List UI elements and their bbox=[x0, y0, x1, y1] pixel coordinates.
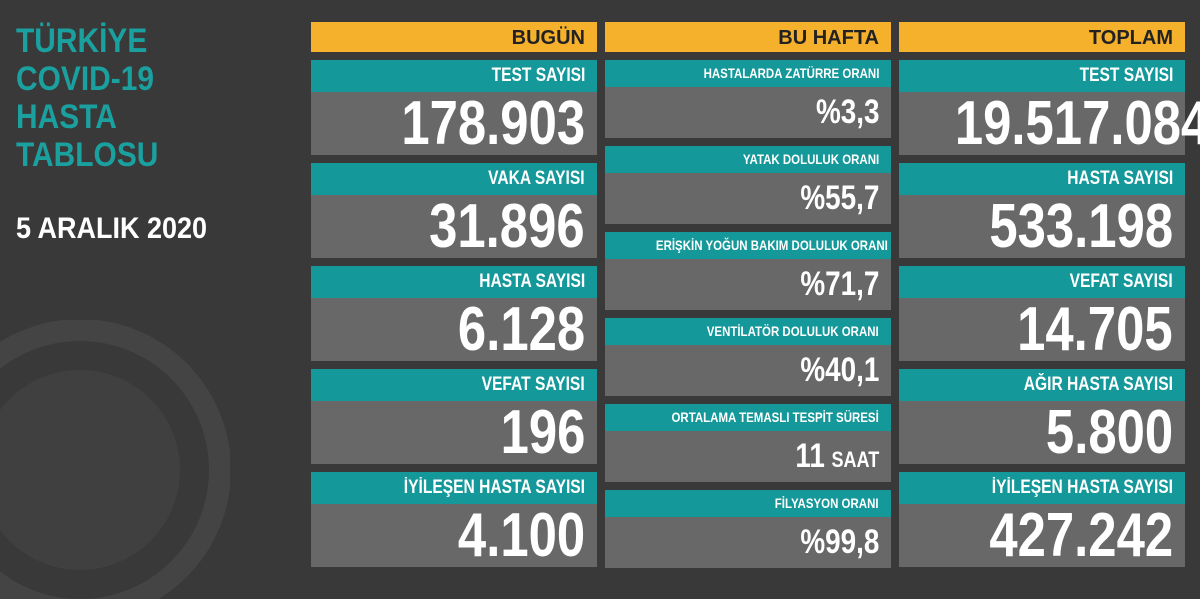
title-line: TÜRKİYE bbox=[16, 22, 148, 60]
stat-value-wrap: 19.517.084 bbox=[955, 92, 1200, 155]
stat-value-wrap: %71,7 bbox=[800, 259, 879, 310]
stat-value: 4.100 bbox=[457, 501, 585, 570]
stat-label-text: VAKA SAYISI bbox=[488, 168, 585, 189]
column-header: TOPLAM bbox=[899, 22, 1185, 52]
stat-label-text: ERİŞKİN YOĞUN BAKIM DOLULUK ORANI bbox=[655, 237, 888, 253]
stat-value: %40,1 bbox=[799, 351, 879, 389]
stat-value: 6.128 bbox=[457, 295, 585, 364]
stat-label-text: İYİLEŞEN HASTA SAYISI bbox=[403, 477, 585, 498]
stat-value-wrap: 4.100 bbox=[458, 504, 585, 567]
stat-value-box: %40,1 bbox=[605, 345, 891, 396]
stat-label-text: HASTA SAYISI bbox=[479, 271, 585, 292]
stat-label-text: ORTALAMA TEMASLI TESPİT SÜRESİ bbox=[671, 409, 879, 425]
title: TÜRKİYE COVID-19 HASTA TABLOSU bbox=[16, 22, 178, 174]
stat-value: %99,8 bbox=[799, 523, 879, 561]
stat-value-box: %55,7 bbox=[605, 173, 891, 224]
stat-label-text: TEST SAYISI bbox=[491, 65, 585, 86]
stat-label-text: VENTİLATÖR DOLULUK ORANI bbox=[707, 323, 879, 339]
stat-value-box: 533.198 bbox=[899, 195, 1185, 258]
stat-value-wrap: 31.896 bbox=[429, 195, 585, 258]
stat-label: HASTA SAYISI bbox=[899, 163, 1185, 195]
stat-label-text: HASTALARDA ZATÜRRE ORANI bbox=[703, 65, 879, 81]
stat-value-box: 19.517.084 bbox=[899, 92, 1200, 155]
column-header: BU HAFTA bbox=[605, 22, 891, 52]
stat-value-box: 31.896 bbox=[311, 195, 597, 258]
stat-label: VAKA SAYISI bbox=[311, 163, 597, 195]
stat-value-box: 11 SAAT bbox=[605, 431, 891, 482]
stat-value-box: 178.903 bbox=[311, 92, 597, 155]
stat-label-text: HASTA SAYISI bbox=[1067, 168, 1173, 189]
stat-label: FİLYASYON ORANI bbox=[605, 490, 891, 517]
stat-label: AĞIR HASTA SAYISI bbox=[899, 369, 1185, 401]
stat-value: %3,3 bbox=[815, 93, 879, 131]
stat-label: HASTALARDA ZATÜRRE ORANI bbox=[605, 60, 891, 87]
stat-value: %71,7 bbox=[799, 265, 879, 303]
stat-value-box: 5.800 bbox=[899, 401, 1185, 464]
stat-value-box: 4.100 bbox=[311, 504, 597, 567]
date: 5 ARALIK 2020 bbox=[16, 212, 208, 245]
title-line: COVID-19 bbox=[16, 60, 155, 98]
stat-value-wrap: 14.705 bbox=[1017, 298, 1173, 361]
stat-label: İYİLEŞEN HASTA SAYISI bbox=[311, 472, 597, 504]
stat-label: TEST SAYISI bbox=[311, 60, 597, 92]
title-line: TABLOSU bbox=[16, 136, 159, 174]
stat-value: 31.896 bbox=[429, 192, 585, 261]
emblem bbox=[0, 320, 230, 599]
stat-label-text: TEST SAYISI bbox=[1079, 65, 1173, 86]
stat-value-wrap: %55,7 bbox=[800, 173, 879, 224]
stat-value-wrap: 11 SAAT bbox=[795, 431, 879, 485]
stat-value-wrap: %99,8 bbox=[800, 517, 879, 568]
title-line: HASTA bbox=[16, 98, 117, 136]
stat-value-wrap: %3,3 bbox=[815, 87, 879, 138]
stat-label: VENTİLATÖR DOLULUK ORANI bbox=[605, 318, 891, 345]
stat-value: 5.800 bbox=[1045, 398, 1173, 467]
stat-label: VEFAT SAYISI bbox=[311, 369, 597, 401]
stat-value-wrap: 178.903 bbox=[401, 92, 585, 155]
stat-value: 178.903 bbox=[401, 89, 585, 158]
stat-label: VEFAT SAYISI bbox=[899, 266, 1185, 298]
stat-value-wrap: %40,1 bbox=[800, 345, 879, 396]
stat-value: %55,7 bbox=[799, 179, 879, 217]
stat-label: HASTA SAYISI bbox=[311, 266, 597, 298]
stat-value: 19.517.084 bbox=[954, 89, 1200, 158]
stat-label: ORTALAMA TEMASLI TESPİT SÜRESİ bbox=[605, 404, 891, 431]
stat-unit: SAAT bbox=[831, 447, 879, 472]
stat-value-wrap: 5.800 bbox=[1046, 401, 1173, 464]
stat-value-box: 427.242 bbox=[899, 504, 1185, 567]
stat-label-text: İYİLEŞEN HASTA SAYISI bbox=[991, 477, 1173, 498]
stat-value-box: 196 bbox=[311, 401, 597, 464]
stat-value-box: %3,3 bbox=[605, 87, 891, 138]
stat-label-text: AĞIR HASTA SAYISI bbox=[1023, 374, 1173, 395]
stat-value-wrap: 6.128 bbox=[458, 298, 585, 361]
stat-value-wrap: 427.242 bbox=[989, 504, 1173, 567]
stat-label-text: YATAK DOLULUK ORANI bbox=[742, 151, 879, 167]
stat-value: 427.242 bbox=[989, 501, 1173, 570]
stat-label-text: FİLYASYON ORANI bbox=[775, 495, 879, 511]
stat-value-box: 14.705 bbox=[899, 298, 1185, 361]
stat-value-box: %71,7 bbox=[605, 259, 891, 310]
stat-label: ERİŞKİN YOĞUN BAKIM DOLULUK ORANI bbox=[605, 232, 891, 259]
stat-value-wrap: 196 bbox=[500, 401, 585, 464]
stat-label: İYİLEŞEN HASTA SAYISI bbox=[899, 472, 1185, 504]
stat-value: 196 bbox=[500, 398, 585, 467]
stat-value: 533.198 bbox=[989, 192, 1173, 261]
stat-value-box: %99,8 bbox=[605, 517, 891, 568]
column-header: BUGÜN bbox=[311, 22, 597, 52]
stat-label: TEST SAYISI bbox=[899, 60, 1185, 92]
stat-value: 11 bbox=[795, 437, 825, 475]
stat-label-text: VEFAT SAYISI bbox=[1069, 271, 1173, 292]
stat-value-wrap: 533.198 bbox=[989, 195, 1173, 258]
stat-value-box: 6.128 bbox=[311, 298, 597, 361]
stat-label: YATAK DOLULUK ORANI bbox=[605, 146, 891, 173]
stat-label-text: VEFAT SAYISI bbox=[481, 374, 585, 395]
stat-value: 14.705 bbox=[1017, 295, 1173, 364]
